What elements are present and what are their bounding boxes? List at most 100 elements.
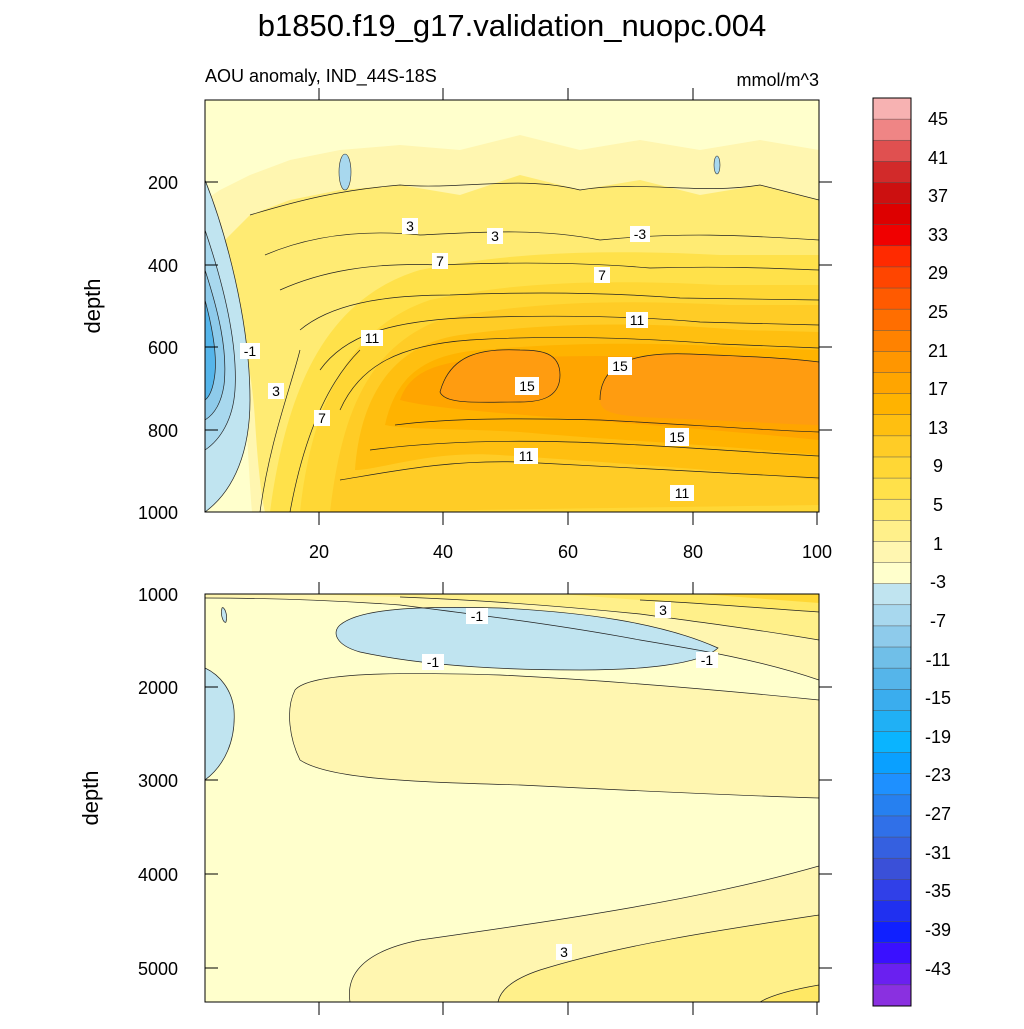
top-y-axis-label: depth bbox=[80, 278, 105, 333]
colorbar-swatch bbox=[873, 98, 911, 120]
colorbar-swatch bbox=[873, 984, 911, 1007]
bottom-y-ticklabels: 1000 2000 3000 4000 5000 bbox=[138, 585, 178, 979]
y-tick-label: 3000 bbox=[138, 771, 178, 791]
x-tick-label: 20 bbox=[309, 542, 329, 562]
colorbar-label: 1 bbox=[933, 534, 943, 554]
colorbar-swatch bbox=[873, 689, 911, 711]
top-x-ticklabels: 20 40 60 80 100 bbox=[309, 542, 832, 562]
bottom-ticks bbox=[205, 582, 832, 1015]
colorbar-label: -19 bbox=[925, 727, 951, 747]
colorbar-swatch bbox=[873, 520, 911, 542]
colorbar-swatch bbox=[873, 372, 911, 395]
contour-label: -1 bbox=[471, 608, 484, 624]
colorbar-label: 29 bbox=[928, 263, 948, 283]
colorbar-label: 5 bbox=[933, 495, 943, 515]
colorbar-swatch bbox=[873, 224, 911, 247]
colorbar-swatch bbox=[873, 773, 911, 796]
colorbar-swatches bbox=[873, 98, 911, 1007]
colorbar-swatch bbox=[873, 182, 911, 205]
colorbar-swatch bbox=[873, 625, 911, 648]
colorbar-label: 37 bbox=[928, 186, 948, 206]
colorbar-swatch bbox=[873, 499, 911, 521]
colorbar-swatch bbox=[873, 562, 911, 585]
contour-label: -1 bbox=[701, 652, 714, 668]
y-tick-label: 600 bbox=[148, 338, 178, 358]
colorbar-swatch bbox=[873, 478, 911, 500]
y-tick-label: 200 bbox=[148, 173, 178, 193]
y-tick-label: 1000 bbox=[138, 503, 178, 523]
colorbar-label: 25 bbox=[928, 302, 948, 322]
contour-label: 3 bbox=[659, 602, 667, 618]
colorbar-label: -43 bbox=[925, 959, 951, 979]
colorbar-swatch bbox=[873, 963, 911, 986]
colorbar-label: -23 bbox=[925, 765, 951, 785]
contour-label: 7 bbox=[598, 267, 606, 283]
y-tick-label: 1000 bbox=[138, 585, 178, 605]
colorbar-swatch bbox=[873, 245, 911, 268]
colorbar-swatch bbox=[873, 140, 911, 162]
contour-label: 3 bbox=[560, 944, 568, 960]
x-tick-label: 40 bbox=[433, 542, 453, 562]
colorbar-label: 9 bbox=[933, 456, 943, 476]
contour-label: 3 bbox=[406, 218, 414, 234]
colorbar-label: -35 bbox=[925, 881, 951, 901]
top-panel-fill bbox=[205, 100, 819, 512]
contour-label: 15 bbox=[612, 358, 628, 374]
colorbar-swatch bbox=[873, 351, 911, 374]
colorbar-label: 21 bbox=[928, 341, 948, 361]
colorbar-label: 17 bbox=[928, 379, 948, 399]
contour-label: 3 bbox=[272, 383, 280, 399]
contour-label: 11 bbox=[519, 448, 534, 464]
colorbar-swatch bbox=[873, 330, 911, 352]
chart-subtitle-left: AOU anomaly, IND_44S-18S bbox=[205, 66, 437, 87]
colorbar-swatch bbox=[873, 815, 911, 838]
colorbar-swatch bbox=[873, 942, 911, 965]
colorbar-label: -39 bbox=[925, 920, 951, 940]
colorbar-swatch bbox=[873, 879, 911, 901]
colorbar-label: -31 bbox=[925, 843, 951, 863]
x-tick-label: 60 bbox=[558, 542, 578, 562]
x-tick-label: 100 bbox=[802, 542, 832, 562]
bottom-y-axis-label: depth bbox=[78, 770, 103, 825]
colorbar-label: -15 bbox=[925, 688, 951, 708]
top-panel-frame bbox=[204, 99, 820, 513]
y-tick-label: 800 bbox=[148, 421, 178, 441]
contour-label: -3 bbox=[634, 226, 647, 242]
colorbar-swatch bbox=[873, 119, 911, 141]
colorbar-label: -3 bbox=[930, 572, 946, 592]
contour-label: 15 bbox=[519, 378, 535, 394]
contour-label: 11 bbox=[365, 330, 380, 346]
top-y-ticklabels: 200 400 600 800 1000 bbox=[138, 173, 178, 523]
bottom-panel-fill bbox=[205, 594, 819, 1002]
colorbar-swatch bbox=[873, 731, 911, 754]
colorbar-swatch bbox=[873, 309, 911, 331]
y-tick-label: 4000 bbox=[138, 865, 178, 885]
colorbar-swatch bbox=[873, 203, 911, 226]
colorbar-swatch bbox=[873, 668, 911, 690]
colorbar-swatch bbox=[873, 752, 911, 775]
colorbar-label: -7 bbox=[930, 611, 946, 631]
colorbar-swatch bbox=[873, 794, 911, 817]
colorbar-frame bbox=[872, 97, 912, 1007]
contour-label: -1 bbox=[427, 654, 440, 670]
colorbar-label: 33 bbox=[928, 225, 948, 245]
contour-label: 7 bbox=[318, 410, 326, 426]
colorbar-swatch bbox=[873, 604, 911, 627]
colorbar-swatch bbox=[873, 837, 911, 859]
bottom-panel-frame bbox=[204, 593, 820, 1003]
colorbar-swatch bbox=[873, 900, 911, 923]
chart-title: b1850.f19_g17.validation_nuopc.004 bbox=[258, 8, 767, 43]
colorbar-label: 13 bbox=[928, 418, 948, 438]
contour-label: 3 bbox=[491, 228, 499, 244]
colorbar-label: 45 bbox=[928, 109, 948, 129]
colorbar-swatch bbox=[873, 266, 911, 289]
bottom-contour-labels: -1 3 -1 -1 3 bbox=[422, 602, 718, 960]
colorbar-label: -27 bbox=[925, 804, 951, 824]
colorbar-label: -11 bbox=[926, 650, 951, 670]
chart-units: mmol/m^3 bbox=[737, 70, 819, 90]
colorbar-labels: 45 41 37 33 29 25 21 17 13 9 5 1 -3 -7 -… bbox=[925, 109, 951, 979]
contour-label: 15 bbox=[669, 429, 685, 445]
contour-label: 11 bbox=[630, 312, 645, 328]
top-ticks bbox=[205, 88, 832, 525]
